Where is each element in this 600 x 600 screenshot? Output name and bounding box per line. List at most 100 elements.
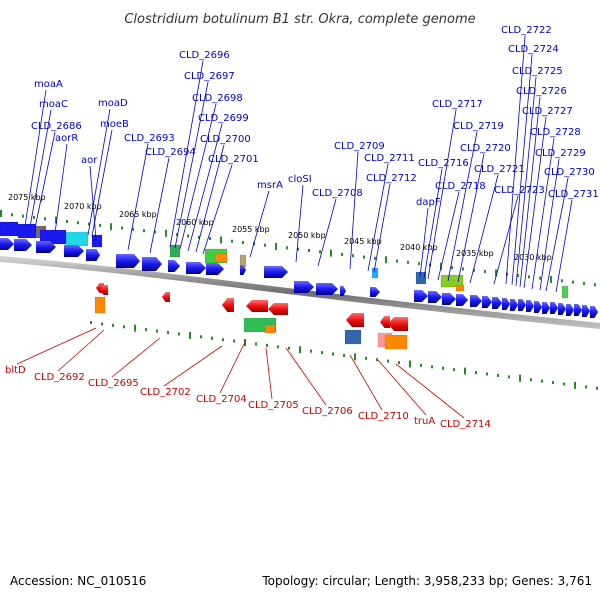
callout-line bbox=[555, 199, 573, 293]
gene-label-cld-2731: CLD_2731 bbox=[548, 189, 599, 200]
reverse-gene-arrow bbox=[380, 316, 390, 328]
scale-tick bbox=[475, 371, 477, 375]
kbp-label: 2055 kbp bbox=[232, 225, 270, 234]
reverse-gene-arrow bbox=[346, 313, 364, 327]
scale-tick bbox=[156, 329, 158, 333]
scale-tick bbox=[101, 322, 103, 326]
gene-label-cld-2722: CLD_2722 bbox=[501, 25, 552, 36]
scale-tick bbox=[398, 361, 400, 365]
scale-tick bbox=[319, 250, 321, 254]
forward-label-lines bbox=[24, 35, 573, 293]
forward-gene-arrow bbox=[428, 291, 442, 303]
scale-tick bbox=[387, 359, 389, 363]
gene-label-cld-2723: CLD_2723 bbox=[494, 185, 545, 196]
scale-tick bbox=[187, 234, 189, 238]
callout-line bbox=[24, 89, 47, 227]
genome-backbone bbox=[0, 256, 600, 329]
scale-tick bbox=[145, 328, 147, 332]
gene-label-bltd: bltD bbox=[5, 365, 26, 376]
gene-label-cld-2705: CLD_2705 bbox=[248, 400, 299, 411]
scale-tick bbox=[90, 321, 92, 324]
gene-label-cld-2730: CLD_2730 bbox=[544, 167, 595, 178]
callout-line bbox=[174, 81, 209, 249]
scale-tick bbox=[407, 260, 409, 264]
forward-gene-arrow bbox=[510, 299, 518, 311]
callout-line bbox=[249, 190, 270, 258]
feature-block bbox=[344, 329, 362, 345]
scale-tick bbox=[88, 222, 90, 226]
gene-label-aor: aor bbox=[81, 155, 98, 166]
forward-gene-arrow bbox=[482, 296, 492, 308]
callout-line bbox=[16, 327, 97, 365]
gene-label-cld-2724: CLD_2724 bbox=[508, 44, 559, 55]
gene-label-cld-2725: CLD_2725 bbox=[512, 66, 563, 77]
scale-tick bbox=[200, 335, 202, 339]
gene-label-cld-2711: CLD_2711 bbox=[364, 153, 415, 164]
scale-tick bbox=[332, 352, 334, 356]
forward-gene-arrow bbox=[550, 302, 558, 314]
forward-gene-arrow bbox=[36, 241, 56, 253]
scale-tick bbox=[231, 239, 233, 243]
callout-line bbox=[427, 109, 457, 280]
scale-tick bbox=[420, 363, 422, 367]
gene-label-cld-2692: CLD_2692 bbox=[34, 372, 85, 383]
callout-line bbox=[127, 143, 149, 251]
feature-block bbox=[371, 267, 379, 279]
genome-summary: Topology: circular; Length: 3,958,233 bp… bbox=[261, 574, 592, 588]
gene-label-cld-2710: CLD_2710 bbox=[358, 411, 409, 422]
feature-block bbox=[0, 221, 19, 237]
forward-gene-arrow bbox=[294, 281, 314, 293]
callout-line bbox=[295, 184, 304, 263]
gene-label-cld-2717: CLD_2717 bbox=[432, 99, 483, 110]
scale-tick bbox=[110, 223, 112, 231]
scale-tick bbox=[517, 274, 519, 278]
feature-block bbox=[561, 285, 569, 299]
gene-label-cld-2720: CLD_2720 bbox=[460, 143, 511, 154]
callout-line bbox=[523, 116, 547, 289]
forward-gene-arrow bbox=[526, 300, 534, 312]
callout-line bbox=[539, 158, 560, 291]
scale-tick bbox=[288, 346, 290, 350]
scale-tick bbox=[528, 275, 530, 279]
callout-line bbox=[419, 207, 429, 278]
forward-gene-arrow bbox=[590, 306, 598, 318]
gene-label-cld-2712: CLD_2712 bbox=[366, 173, 417, 184]
feature-block bbox=[264, 324, 276, 334]
callout-line bbox=[457, 153, 485, 283]
reverse-gene-arrow bbox=[222, 298, 234, 312]
gene-label-trua: truA bbox=[414, 416, 435, 427]
gene-label-cld-2697: CLD_2697 bbox=[184, 71, 235, 82]
scale-tick bbox=[255, 342, 257, 346]
gene-label-cld-2694: CLD_2694 bbox=[145, 147, 196, 158]
scale-tick bbox=[563, 382, 565, 386]
gene-label-cld-2693: CLD_2693 bbox=[124, 133, 175, 144]
scale-tick bbox=[541, 379, 543, 383]
forward-gene-arrow bbox=[168, 260, 180, 272]
scale-tick bbox=[497, 373, 499, 377]
scale-tick bbox=[572, 280, 574, 284]
scale-tick bbox=[354, 353, 356, 361]
scale-tick bbox=[585, 385, 587, 389]
scale-tick bbox=[275, 243, 277, 250]
callout-line bbox=[519, 96, 541, 288]
reverse-gene-arrow bbox=[268, 303, 288, 315]
callout-line bbox=[505, 35, 526, 285]
reverse-gene-arrow bbox=[162, 292, 170, 302]
kbp-label: 2040 kbp bbox=[400, 243, 438, 252]
feature-blocks bbox=[0, 221, 569, 350]
scale-tick bbox=[266, 343, 268, 347]
forward-gene-arrow bbox=[534, 301, 542, 313]
callout-line bbox=[511, 54, 533, 286]
gene-label-cld-2721: CLD_2721 bbox=[474, 164, 525, 175]
genome-title: Clostridium botulinum B1 str. Okra, comp… bbox=[124, 12, 475, 27]
kbp-label: 2060 kbp bbox=[176, 218, 214, 227]
reverse-gene-labels: bltDCLD_2692CLD_2695CLD_2702CLD_2704CLD_… bbox=[5, 365, 491, 430]
reverse-gene-arrow bbox=[246, 300, 268, 312]
forward-gene-arrow bbox=[340, 286, 346, 296]
scale-tick bbox=[277, 345, 279, 349]
feature-block bbox=[384, 334, 408, 350]
callout-line bbox=[349, 354, 383, 411]
callout-line bbox=[285, 347, 327, 406]
scale-tick bbox=[121, 226, 123, 230]
gene-label-cld-2716: CLD_2716 bbox=[418, 158, 469, 169]
